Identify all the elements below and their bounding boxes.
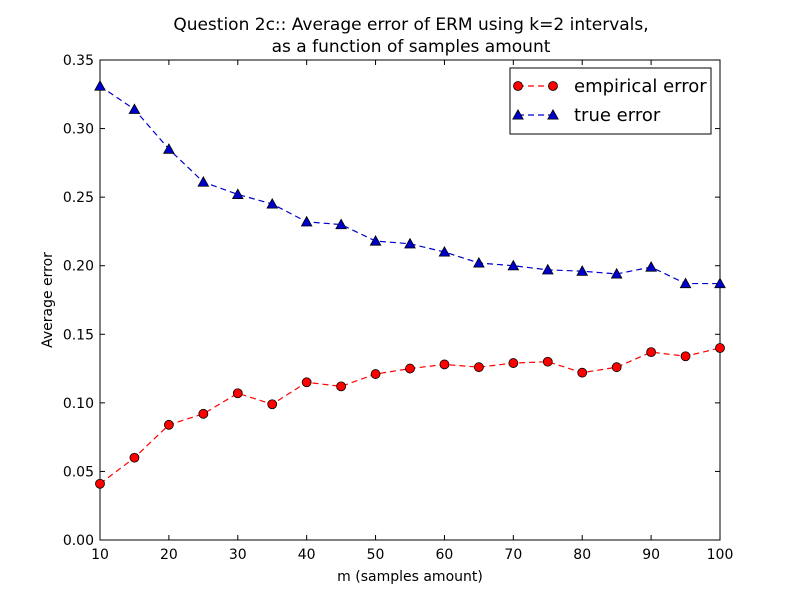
data-point-true-error bbox=[266, 197, 279, 209]
data-point-true-error bbox=[541, 263, 554, 275]
data-point-empirical-error bbox=[198, 408, 209, 419]
y-tick-label: 0.30 bbox=[63, 122, 94, 138]
data-point-true-error bbox=[507, 259, 520, 271]
data-point-true-error bbox=[438, 245, 451, 257]
legend-marker bbox=[548, 81, 558, 91]
y-tick-label: 0.15 bbox=[63, 327, 94, 343]
data-point-empirical-error bbox=[129, 452, 140, 463]
data-point-empirical-error bbox=[508, 358, 519, 368]
legend-marker bbox=[512, 108, 524, 120]
y-axis-label: Average error bbox=[40, 252, 56, 348]
chart-title-line-2: as a function of samples amount bbox=[272, 37, 551, 57]
x-tick-label: 70 bbox=[504, 547, 522, 563]
data-point-true-error bbox=[231, 188, 244, 199]
legend: empirical error true error bbox=[509, 67, 712, 135]
series-lines bbox=[94, 80, 726, 489]
x-tick-label: 50 bbox=[367, 547, 385, 563]
axis-ticks: 10 20 30 40 50 60 70 80 90 100 0.00 0.05 0.10 0.15 0.2… bbox=[63, 53, 734, 563]
x-tick-label: 90 bbox=[642, 547, 660, 563]
data-point-empirical-error bbox=[232, 388, 243, 399]
data-point-true-error bbox=[335, 218, 347, 230]
data-point-empirical-error bbox=[577, 367, 588, 378]
data-point-true-error bbox=[645, 261, 657, 272]
data-point-empirical-error bbox=[473, 362, 484, 373]
x-tick-label: 40 bbox=[298, 547, 316, 563]
data-point-true-error bbox=[163, 143, 175, 154]
y-tick-label: 0.25 bbox=[63, 190, 94, 206]
series-true-error bbox=[94, 80, 726, 289]
x-tick-label: 100 bbox=[707, 547, 734, 563]
series-empirical-error bbox=[95, 343, 725, 489]
data-point-empirical-error bbox=[646, 347, 657, 358]
y-tick-label: 0.00 bbox=[63, 533, 94, 549]
data-point-true-error bbox=[576, 265, 589, 276]
data-point-true-error bbox=[679, 277, 692, 289]
legend-entry-empirical-error: empirical error bbox=[513, 76, 707, 97]
data-point-true-error bbox=[369, 235, 382, 246]
y-tick-label: 0.20 bbox=[63, 259, 94, 275]
data-point-empirical-error bbox=[163, 419, 174, 430]
data-point-empirical-error bbox=[680, 351, 691, 362]
y-tick-label: 0.35 bbox=[63, 53, 94, 69]
data-point-true-error bbox=[128, 103, 141, 114]
legend-marker bbox=[513, 81, 523, 91]
data-point-empirical-error bbox=[715, 343, 725, 353]
legend-label: empirical error bbox=[574, 76, 707, 97]
x-tick-label: 60 bbox=[436, 547, 454, 563]
data-point-empirical-error bbox=[542, 356, 553, 367]
chart-title-line-1: Question 2c:: Average error of ERM using… bbox=[173, 15, 648, 35]
data-point-empirical-error bbox=[301, 377, 312, 388]
data-point-empirical-error bbox=[267, 399, 278, 410]
data-point-empirical-error bbox=[405, 363, 415, 374]
plot-area bbox=[99, 59, 721, 541]
data-point-empirical-error bbox=[336, 381, 347, 392]
data-point-true-error bbox=[197, 176, 210, 187]
data-point-true-error bbox=[94, 80, 106, 91]
legend-box bbox=[509, 67, 712, 135]
x-tick-label: 30 bbox=[229, 547, 247, 563]
data-point-true-error bbox=[714, 277, 726, 289]
x-tick-label: 80 bbox=[573, 547, 591, 563]
data-point-true-error bbox=[610, 267, 623, 279]
data-point-true-error bbox=[300, 215, 313, 227]
y-tick-label: 0.10 bbox=[63, 396, 94, 412]
legend-entry-true-error: true error bbox=[512, 105, 661, 126]
y-tick-label: 0.05 bbox=[63, 464, 94, 480]
legend-marker bbox=[547, 108, 559, 120]
data-point-true-error bbox=[404, 237, 416, 249]
data-point-empirical-error bbox=[611, 362, 622, 373]
x-tick-label: 10 bbox=[91, 547, 109, 563]
data-point-empirical-error bbox=[439, 359, 450, 370]
legend-label: true error bbox=[574, 105, 661, 126]
x-axis-label: m (samples amount) bbox=[337, 569, 483, 585]
data-point-empirical-error bbox=[370, 369, 381, 379]
x-tick-label: 20 bbox=[160, 547, 178, 563]
data-point-true-error bbox=[473, 256, 485, 268]
data-point-empirical-error bbox=[95, 478, 105, 489]
